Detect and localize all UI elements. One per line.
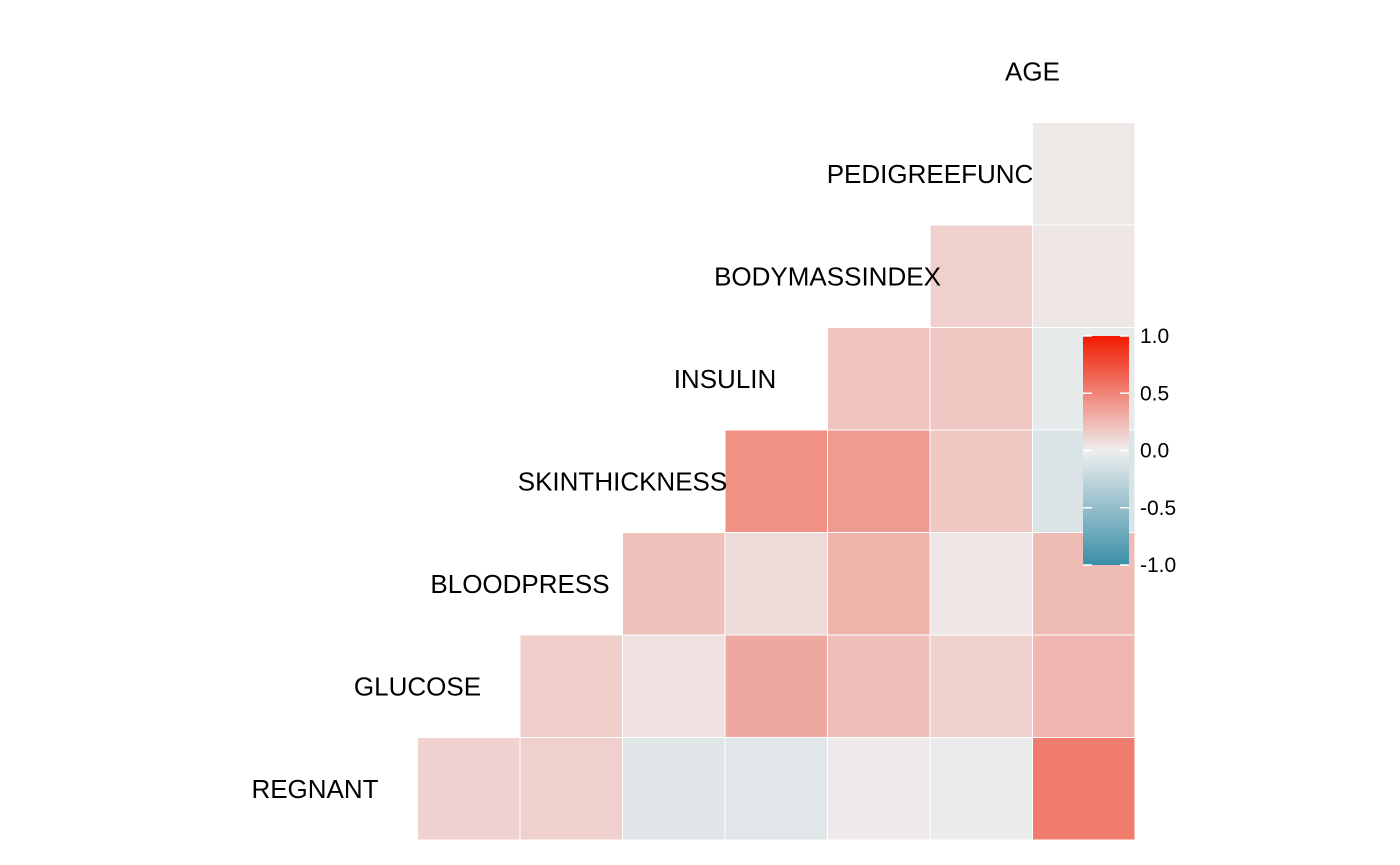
variable-labels: REGNANT GLUCOSE BLOODPRESS SKINTHICKNESS INS…	[251, 56, 1060, 804]
cell-insulin-bodymassindex	[827, 327, 931, 431]
cell-glucose-bodymassindex	[827, 634, 931, 738]
cell-regnant-age	[1032, 737, 1136, 841]
variable-label-skinthickness: SKINTHICKNESS	[518, 466, 728, 496]
legend-tick-label: 0.0	[1140, 440, 1169, 463]
cell-bloodpress-bodymassindex	[827, 532, 931, 636]
cell-bloodpress-insulin	[724, 532, 828, 636]
cell-bodymassindex-pedigreefunc	[929, 224, 1033, 328]
cell-regnant-skinthickness	[622, 737, 726, 841]
cell-bloodpress-skinthickness	[622, 532, 726, 636]
heatmap-cells	[417, 122, 1136, 841]
cell-regnant-pedigreefunc	[929, 737, 1033, 841]
cell-glucose-skinthickness	[622, 634, 726, 738]
cell-glucose-age	[1032, 634, 1136, 738]
legend-ticks: 1.0 0.5 0.0 -0.5 -1.0	[1083, 325, 1176, 577]
cell-pedigreefunc-age	[1032, 122, 1136, 226]
legend-tick-label: 0.5	[1140, 382, 1169, 405]
variable-label-bodymassindex: BODYMASSINDEX	[714, 261, 941, 291]
cell-glucose-insulin	[724, 634, 828, 738]
legend-tick-label: -0.5	[1140, 497, 1176, 520]
variable-label-bloodpress: BLOODPRESS	[430, 569, 609, 599]
cell-bodymassindex-age	[1032, 224, 1136, 328]
cell-regnant-insulin	[724, 737, 828, 841]
cell-bloodpress-pedigreefunc	[929, 532, 1033, 636]
cell-skinthickness-pedigreefunc	[929, 429, 1033, 533]
cell-insulin-pedigreefunc	[929, 327, 1033, 431]
legend-tick-label: -1.0	[1140, 554, 1176, 577]
cell-glucose-bloodpress	[519, 634, 623, 738]
variable-label-pedigreefunc: PEDIGREEFUNC	[827, 159, 1034, 189]
cell-regnant-bloodpress	[519, 737, 623, 841]
cell-regnant-glucose	[417, 737, 521, 841]
cell-skinthickness-bodymassindex	[827, 429, 931, 533]
variable-label-age: AGE	[1005, 56, 1060, 86]
variable-label-regnant: REGNANT	[251, 774, 378, 804]
variable-label-glucose: GLUCOSE	[354, 671, 481, 701]
cell-glucose-pedigreefunc	[929, 634, 1033, 738]
cell-regnant-bodymassindex	[827, 737, 931, 841]
color-legend: 1.0 0.5 0.0 -0.5 -1.0	[1083, 325, 1176, 577]
legend-tick-label: 1.0	[1140, 325, 1169, 348]
variable-label-insulin: INSULIN	[674, 364, 777, 394]
cell-skinthickness-insulin	[724, 429, 828, 533]
